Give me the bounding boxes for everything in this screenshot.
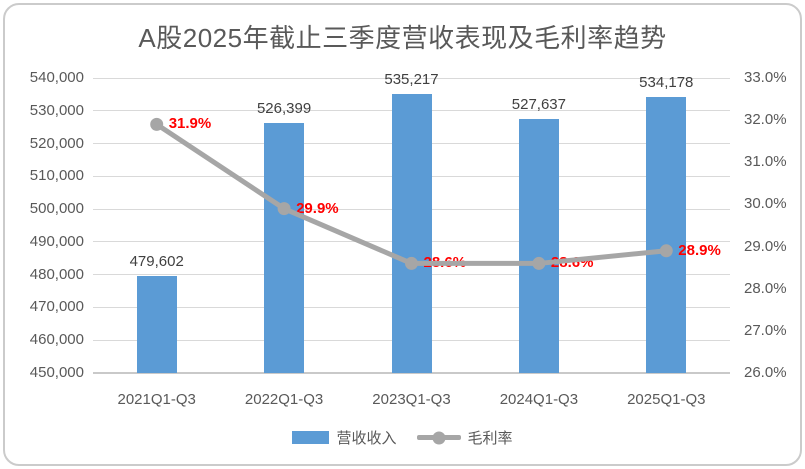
left-axis-tick-label: 480,000 <box>29 265 84 283</box>
legend-label-revenue: 营收收入 <box>336 430 397 447</box>
category-label: 2023Q1-Q3 <box>372 391 451 408</box>
gridline <box>93 77 730 79</box>
revenue-bar <box>646 97 687 373</box>
category-label: 2025Q1-Q3 <box>627 391 706 408</box>
right-axis-tick-label: 31.0% <box>744 153 787 171</box>
bar-value-label: 534,178 <box>639 74 694 92</box>
left-axis-tick-label: 540,000 <box>29 69 84 86</box>
right-axis-tick-label: 26.0% <box>744 364 787 381</box>
left-axis-tick-label: 520,000 <box>29 134 84 152</box>
left-axis-tick-label: 490,000 <box>29 232 84 250</box>
left-axis-tick-label: 510,000 <box>29 167 84 185</box>
margin-marker-dot-icon <box>432 431 445 444</box>
margin-value-label: 29.9% <box>296 199 339 217</box>
legend: 营收收入 毛利率 <box>0 427 805 448</box>
category-label: 2021Q1-Q3 <box>117 391 196 408</box>
left-axis-tick-label: 460,000 <box>29 331 84 349</box>
legend-label-margin: 毛利率 <box>467 430 513 447</box>
right-axis-tick-label: 30.0% <box>744 195 787 213</box>
bar-value-label: 535,217 <box>384 70 439 88</box>
margin-line-swatch-icon <box>416 431 461 444</box>
margin-value-label: 28.6% <box>550 254 594 272</box>
legend-item-revenue: 营收收入 <box>292 427 397 448</box>
legend-item-margin: 毛利率 <box>416 427 513 448</box>
margin-value-label: 28.6% <box>423 254 467 272</box>
bar-value-label: 479,602 <box>129 252 184 270</box>
revenue-bar-swatch-icon <box>292 431 330 444</box>
left-axis-tick-label: 530,000 <box>29 101 84 119</box>
margin-value-label: 31.9% <box>168 115 212 133</box>
bar-value-label: 526,399 <box>256 99 312 117</box>
category-label: 2022Q1-Q3 <box>244 391 324 408</box>
bar-value-label: 527,637 <box>511 95 566 113</box>
right-axis-tick-label: 28.0% <box>744 279 787 297</box>
left-axis-tick-label: 470,000 <box>29 298 84 316</box>
revenue-bar <box>391 93 432 373</box>
left-axis-tick-label: 500,000 <box>29 200 84 218</box>
gridline <box>93 372 730 374</box>
margin-value-label: 28.9% <box>678 241 721 259</box>
revenue-bar <box>518 118 559 373</box>
right-axis-tick-label: 32.0% <box>744 111 787 129</box>
chart-title: A股2025年截止三季度营收表现及毛利率趋势 <box>138 23 667 53</box>
revenue-bar <box>136 275 177 373</box>
right-axis-tick-label: 29.0% <box>744 237 787 255</box>
category-label: 2024Q1-Q3 <box>499 391 579 408</box>
right-axis-tick-label: 27.0% <box>744 321 787 339</box>
left-axis-tick-label: 450,000 <box>29 364 84 381</box>
right-axis-tick-label: 33.0% <box>744 69 787 86</box>
revenue-bar <box>264 122 305 373</box>
